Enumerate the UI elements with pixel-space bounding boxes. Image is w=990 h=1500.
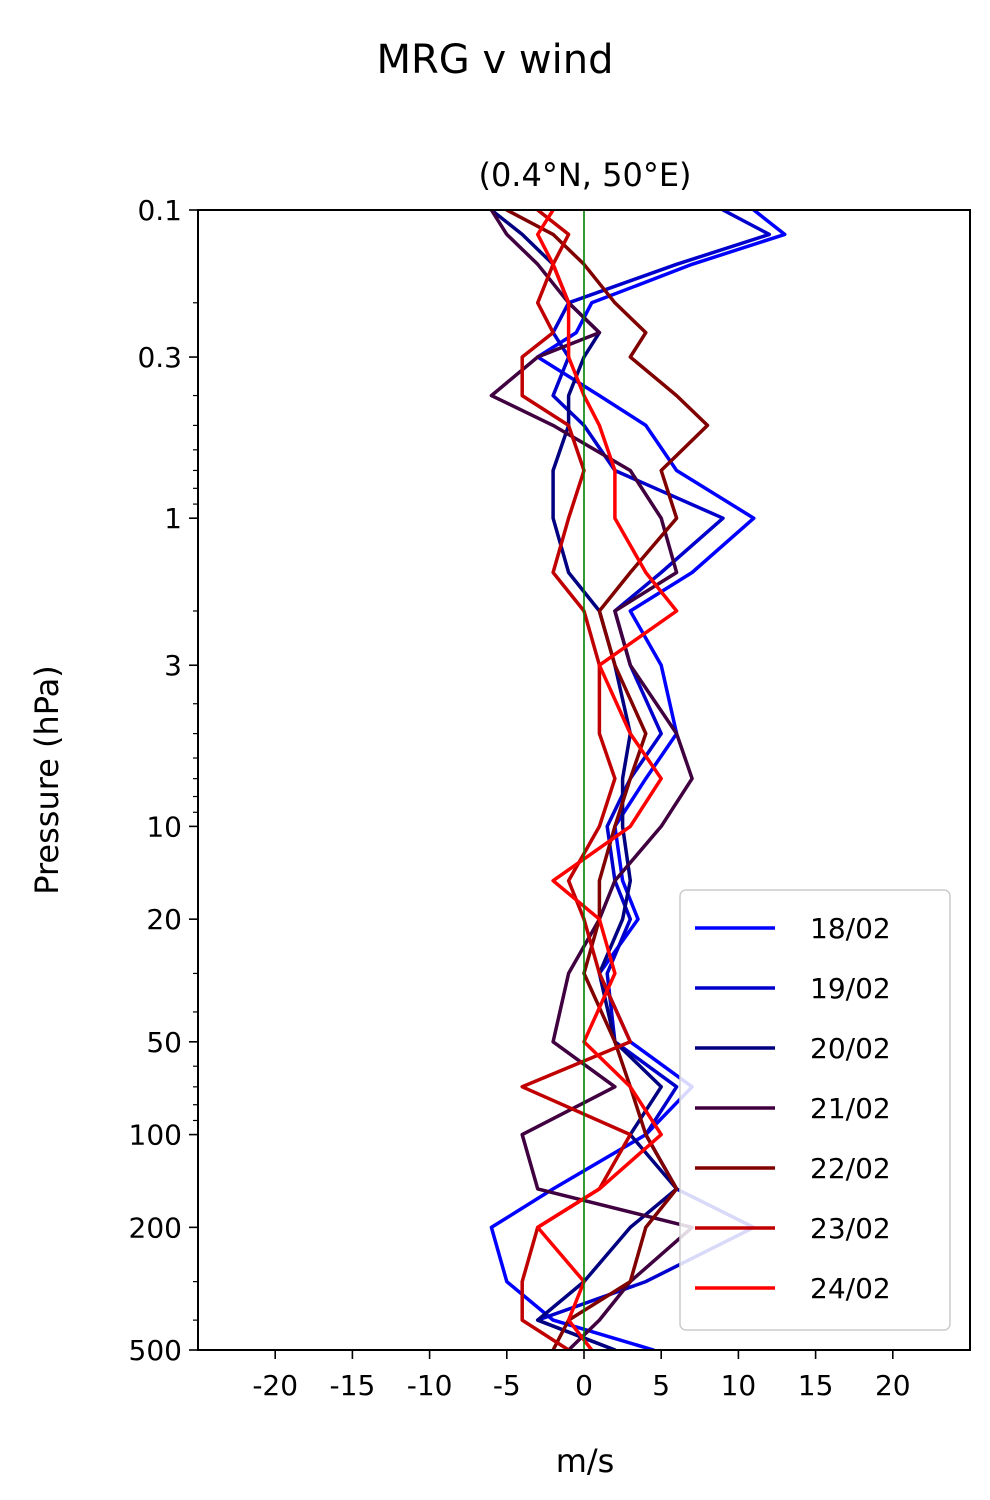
y-tick-label: 0.1 bbox=[137, 194, 182, 227]
series-line-22-02 bbox=[505, 210, 710, 1350]
x-tick-label: 5 bbox=[652, 1369, 670, 1402]
series-line-24-02 bbox=[535, 210, 679, 1350]
plot-area bbox=[197, 209, 971, 1351]
x-tick-label: -20 bbox=[252, 1369, 298, 1402]
series-line-23-02 bbox=[520, 210, 633, 1350]
legend-label: 19/02 bbox=[810, 972, 891, 1005]
legend-label: 24/02 bbox=[810, 1272, 891, 1305]
y-tick-label: 500 bbox=[129, 1334, 182, 1367]
legend: 18/02 19/02 20/02 21/02 22/02 23/02 24/02 bbox=[679, 889, 951, 1331]
y-axis-label: Pressure (hPa) bbox=[28, 665, 66, 895]
y-tick-label: 200 bbox=[129, 1211, 182, 1244]
legend-label: 20/02 bbox=[810, 1032, 891, 1065]
x-tick-label: 15 bbox=[798, 1369, 834, 1402]
x-tick-label: -15 bbox=[330, 1369, 376, 1402]
y-tick-label: 100 bbox=[129, 1119, 182, 1152]
chart-title: MRG v wind bbox=[377, 37, 614, 83]
x-axis: -20 -15 -10 -5 0 5 10 15 20 bbox=[252, 1350, 911, 1402]
y-tick-label: 10 bbox=[146, 810, 182, 843]
y-tick-label: 50 bbox=[146, 1026, 182, 1059]
legend-label: 23/02 bbox=[810, 1212, 891, 1245]
x-tick-label: 10 bbox=[721, 1369, 757, 1402]
y-axis: 0.1 0.3 1 3 10 20 50 100 200 500 bbox=[129, 194, 198, 1367]
y-tick-label: 20 bbox=[146, 903, 182, 936]
x-tick-label: 20 bbox=[875, 1369, 911, 1402]
chart-subtitle: (0.4°N, 50°E) bbox=[478, 156, 691, 194]
series-group bbox=[489, 210, 787, 1350]
series-line-21-02 bbox=[489, 210, 694, 1350]
legend-box bbox=[679, 889, 951, 1331]
y-tick-label: 0.3 bbox=[137, 341, 182, 374]
legend-label: 21/02 bbox=[810, 1092, 891, 1125]
x-tick-label: 0 bbox=[575, 1369, 593, 1402]
x-tick-label: -10 bbox=[407, 1369, 453, 1402]
y-tick-label: 3 bbox=[164, 649, 182, 682]
x-axis-label: m/s bbox=[556, 1442, 615, 1480]
y-tick-label: 1 bbox=[164, 502, 182, 535]
legend-label: 18/02 bbox=[810, 912, 891, 945]
x-tick-label: -5 bbox=[493, 1369, 521, 1402]
legend-label: 22/02 bbox=[810, 1152, 891, 1185]
